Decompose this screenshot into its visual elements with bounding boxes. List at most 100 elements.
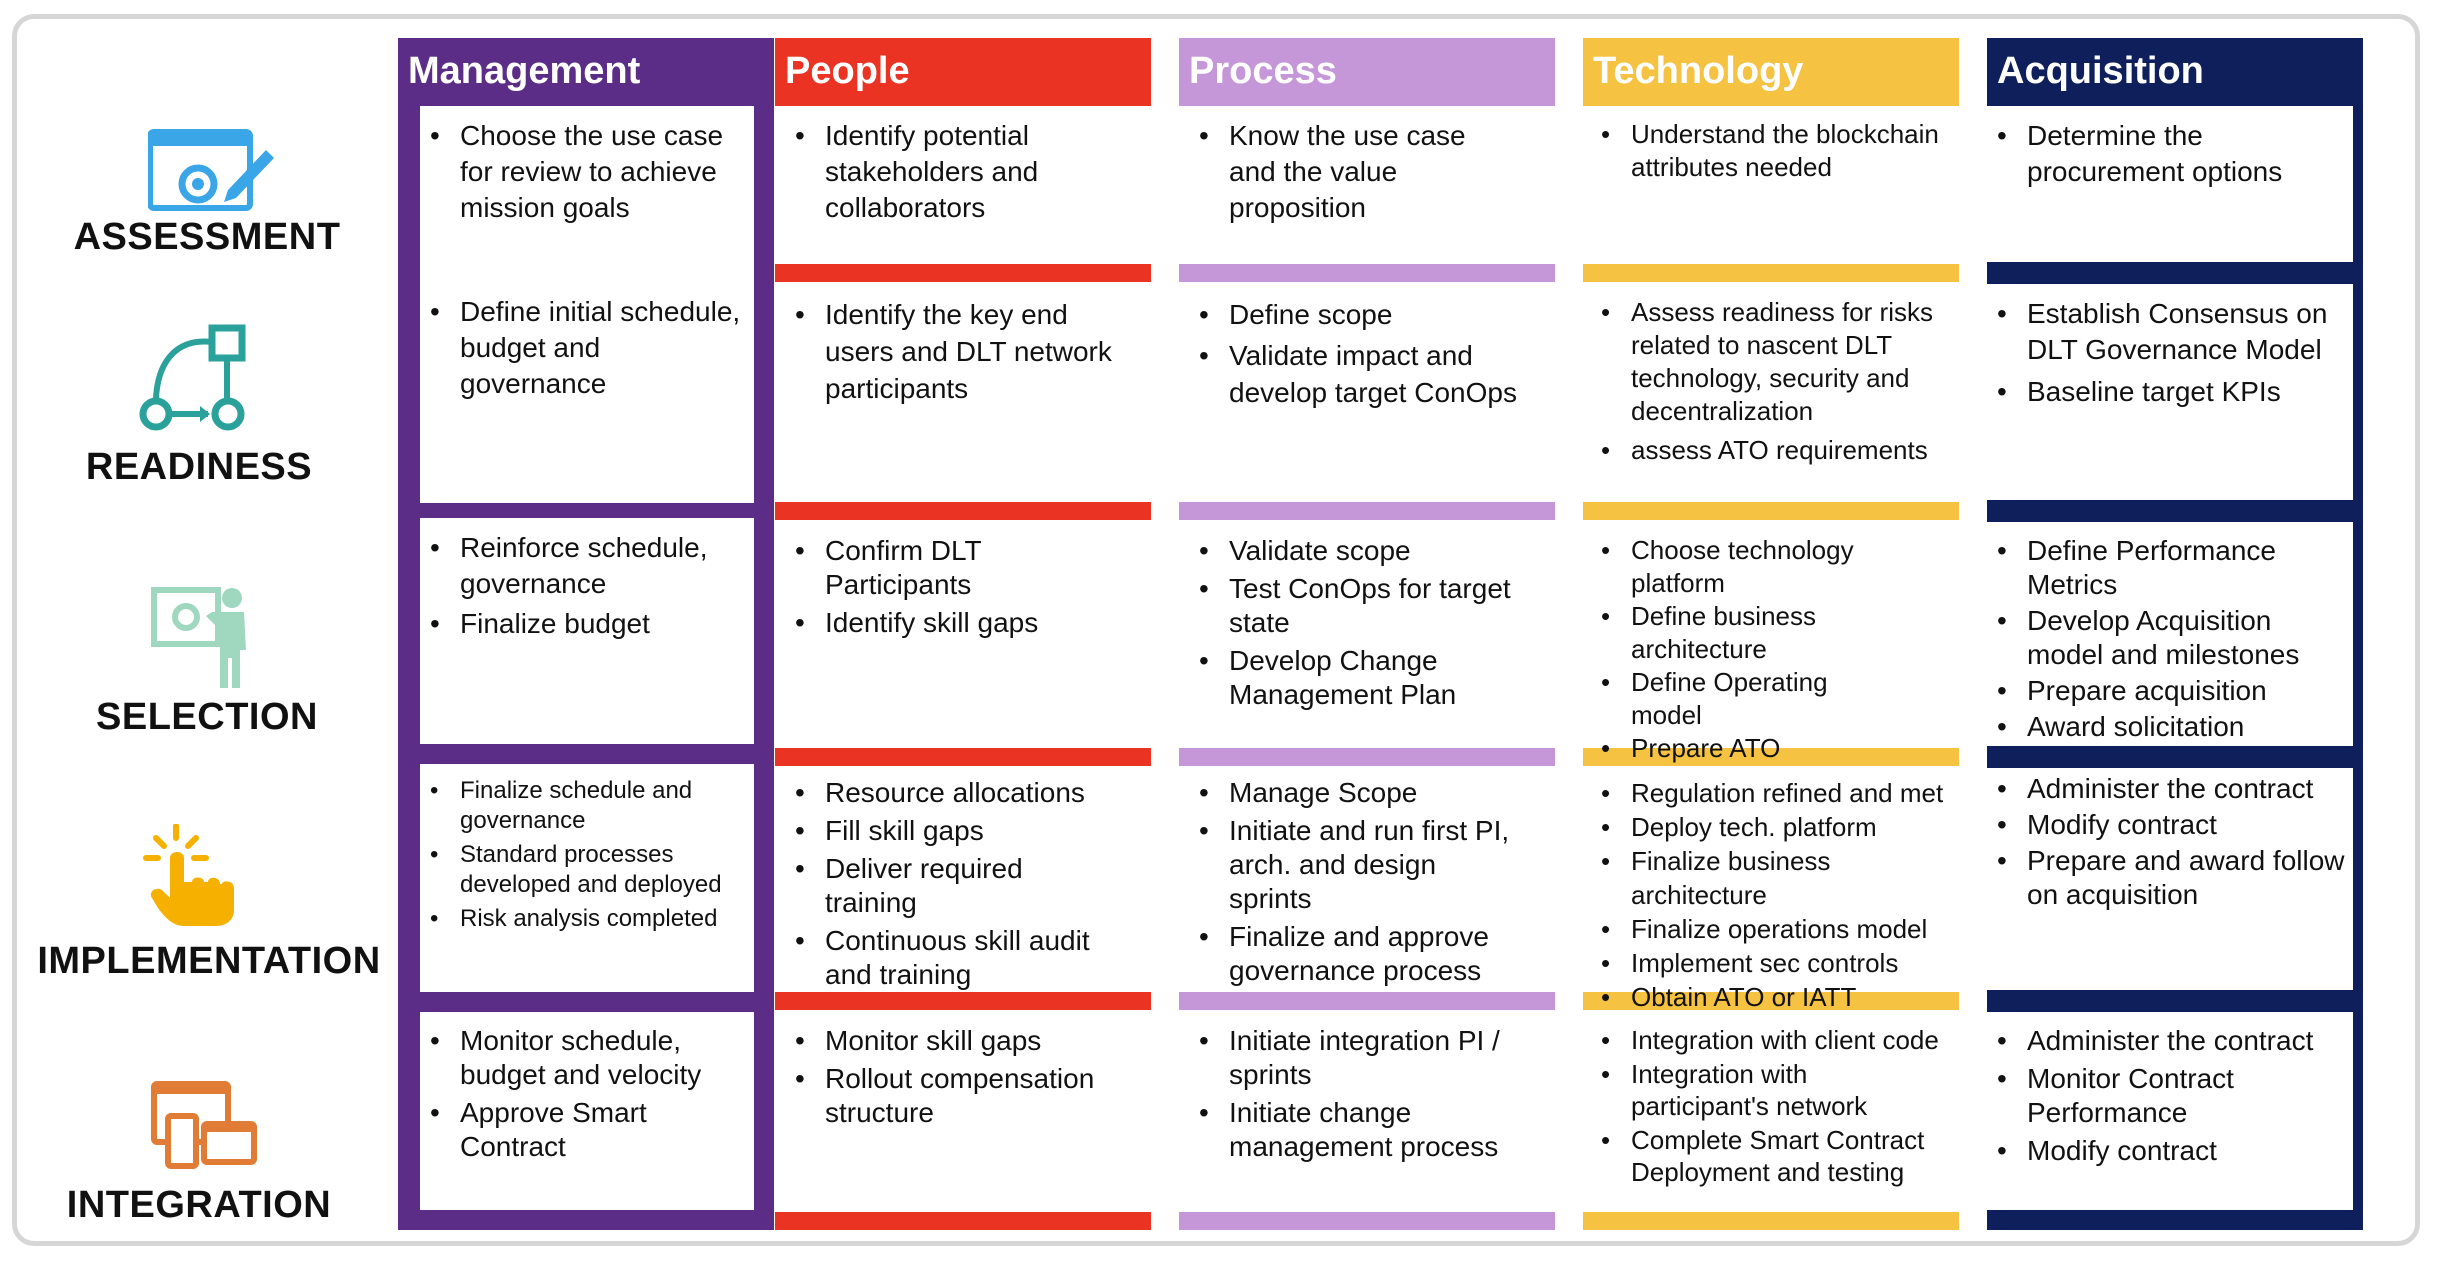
column-title: Technology — [1583, 38, 1959, 106]
list-item: Define business architecture — [1597, 600, 1951, 666]
list-item: Resource allocations — [791, 776, 1113, 810]
column-title: Management — [398, 38, 774, 106]
list-item: Prepare acquisition — [1993, 674, 2347, 708]
list-item: Deliver required training — [791, 852, 1113, 920]
list-item: Regulation refined and met — [1597, 776, 1951, 810]
cell-process-readiness: Define scope Validate impact and develop… — [1189, 284, 1523, 500]
column-technology: Technology Understand the blockchain att… — [1583, 38, 1959, 1230]
cell-management-implementation: Finalize schedule and governance Standar… — [420, 764, 754, 992]
cell-people-integration: Monitor skill gaps Rollout compensation … — [785, 1012, 1119, 1210]
cell-process-integration: Initiate integration PI / sprints Initia… — [1189, 1012, 1523, 1210]
list-item: Monitor skill gaps — [791, 1024, 1113, 1058]
list-item: Continuous skill audit and training — [791, 924, 1113, 992]
list-item: Modify contract — [1993, 1134, 2347, 1168]
list-item: Test ConOps for target state — [1195, 572, 1517, 640]
list-item: Risk analysis completed — [426, 904, 748, 934]
cell-acquisition-selection: Define Performance Metrics Develop Acqui… — [1987, 522, 2353, 746]
list-item: Finalize operations model — [1597, 912, 1951, 946]
list-item: Implement sec controls — [1597, 946, 1951, 980]
list-item: Integration with client code — [1597, 1024, 1951, 1056]
column-title: Acquisition — [1987, 38, 2363, 106]
cell-management-selection: Reinforce schedule, governance Finalize … — [420, 518, 754, 744]
list-item: Develop Acquisition model and milestones — [1993, 604, 2347, 672]
list-item: Choose the use case for review to achiev… — [426, 118, 748, 226]
list-item: Initiate and run first PI, arch. and des… — [1195, 814, 1517, 916]
list-item: Award solicitation — [1993, 710, 2347, 744]
list-item: Initiate integration PI / sprints — [1195, 1024, 1517, 1092]
list-item: Finalize and approve governance process — [1195, 920, 1517, 988]
list-item: Complete Smart Contract Deployment and t… — [1597, 1124, 1951, 1188]
list-item: Prepare ATO — [1597, 732, 1951, 765]
cell-acquisition-implementation: Administer the contract Modify contract … — [1987, 768, 2353, 990]
cell-people-assessment: Identify potential stakeholders and coll… — [785, 106, 1119, 262]
list-item: assess ATO requirements — [1597, 434, 1951, 467]
list-item: Reinforce schedule, governance — [426, 530, 748, 602]
list-item: Confirm DLT Participants — [791, 534, 1113, 602]
stage-label-assessment: ASSESSMENT — [73, 216, 341, 258]
cell-technology-assessment: Understand the blockchain attributes nee… — [1591, 106, 1957, 262]
column-title: People — [775, 38, 1151, 106]
list-item: Deploy tech. platform — [1597, 810, 1951, 844]
list-item: Modify contract — [1993, 808, 2347, 842]
cell-management-integration: Monitor schedule, budget and velocity Ap… — [420, 1012, 754, 1210]
stage-label-integration: INTEGRATION — [66, 1184, 332, 1226]
cell-people-readiness: Identify the key end users and DLT netwo… — [785, 284, 1119, 500]
list-item: Determine the procurement options — [1993, 118, 2347, 190]
browser-settings-edit-icon — [148, 129, 274, 211]
list-item: Administer the contract — [1993, 772, 2347, 806]
list-item: Assess readiness for risks related to na… — [1597, 296, 1951, 428]
list-item: Standard processes developed and deploye… — [426, 840, 748, 900]
cell-acquisition-integration: Administer the contract Monitor Contract… — [1987, 1012, 2353, 1210]
list-item: Finalize budget — [426, 606, 748, 642]
list-item: Manage Scope — [1195, 776, 1517, 810]
cell-technology-readiness: Assess readiness for risks related to na… — [1591, 284, 1957, 500]
column-management: Management Choose the use case for revie… — [398, 38, 774, 1230]
list-item: Identify the key end users and DLT netwo… — [791, 296, 1113, 407]
presenter-board-icon — [151, 587, 246, 688]
cell-technology-implementation: Regulation refined and met Deploy tech. … — [1591, 768, 1957, 1014]
list-item: Develop Change Management Plan — [1195, 644, 1517, 712]
cell-technology-selection: Choose technology platform Define busine… — [1591, 522, 1957, 765]
list-item: Administer the contract — [1993, 1024, 2347, 1058]
list-item: Approve Smart Contract — [426, 1096, 748, 1164]
cell-technology-integration: Integration with client code Integration… — [1591, 1012, 1957, 1210]
multi-device-icon — [151, 1081, 257, 1169]
list-item: Establish Consensus on DLT Governance Mo… — [1993, 296, 2347, 368]
cell-process-implementation: Manage Scope Initiate and run first PI, … — [1189, 768, 1523, 990]
column-process: Process Know the use case and the value … — [1179, 38, 1555, 1230]
list-item: Monitor schedule, budget and velocity — [426, 1024, 748, 1092]
list-item: Validate impact and develop target ConOp… — [1195, 337, 1517, 411]
list-item: Identify potential stakeholders and coll… — [791, 118, 1113, 226]
list-item: Define scope — [1195, 296, 1517, 333]
list-item: Fill skill gaps — [791, 814, 1113, 848]
cell-acquisition-assessment: Determine the procurement options — [1987, 106, 2353, 262]
column-title: Process — [1179, 38, 1555, 106]
list-item: Prepare and award follow on acquisition — [1993, 844, 2347, 912]
workflow-diagram-icon — [139, 324, 246, 431]
list-item: Rollout compensation structure — [791, 1062, 1113, 1130]
cell-acquisition-readiness: Establish Consensus on DLT Governance Mo… — [1987, 284, 2353, 500]
stage-label-readiness: READINESS — [85, 446, 313, 488]
stage-label-implementation: IMPLEMENTATION — [37, 940, 381, 982]
cell-people-selection: Confirm DLT Participants Identify skill … — [785, 522, 1119, 746]
list-item: Obtain ATO or IATT — [1597, 980, 1951, 1014]
list-item: Define Operating model — [1597, 666, 1831, 732]
list-item: Choose technology platform — [1597, 534, 1951, 600]
column-people: People Identify potential stakeholders a… — [775, 38, 1151, 1230]
list-item: Validate scope — [1195, 534, 1517, 568]
list-item: Understand the blockchain attributes nee… — [1597, 118, 1951, 184]
list-item: Define Performance Metrics — [1993, 534, 2347, 602]
list-item: Finalize schedule and governance — [426, 776, 748, 836]
list-item: Baseline target KPIs — [1993, 374, 2347, 410]
list-item: Know the use case and the value proposit… — [1195, 118, 1517, 226]
cell-process-selection: Validate scope Test ConOps for target st… — [1189, 522, 1523, 746]
list-item: Integration with participant's network — [1597, 1058, 1951, 1122]
column-acquisition: Acquisition Determine the procurement op… — [1987, 38, 2363, 1230]
list-item: Finalize business architecture — [1597, 844, 1951, 912]
list-item: Identify skill gaps — [791, 606, 1113, 640]
tap-hand-icon — [143, 824, 234, 926]
cell-people-implementation: Resource allocations Fill skill gaps Del… — [785, 768, 1119, 990]
list-item: Initiate change management process — [1195, 1096, 1517, 1164]
cell-management-readiness: Define initial schedule, budget and gove… — [420, 282, 754, 503]
list-item: Define initial schedule, budget and gove… — [426, 294, 748, 402]
